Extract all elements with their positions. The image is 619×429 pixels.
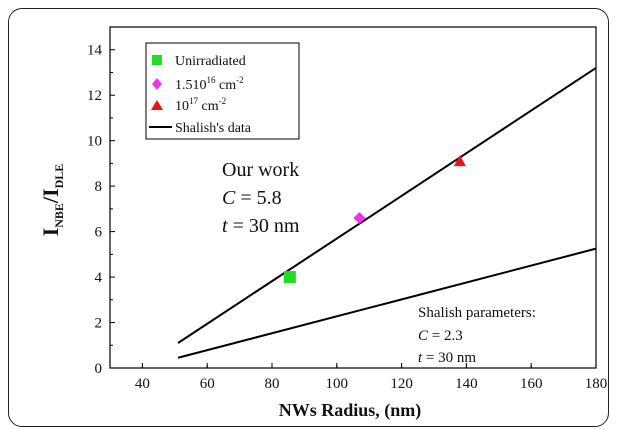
legend-marker-unirradiated bbox=[152, 55, 162, 65]
annotation-shalish: Shalish parameters: C = 2.3 t = 30 nm bbox=[418, 305, 536, 366]
shalish-title: Shalish parameters: bbox=[418, 305, 536, 321]
series-markers bbox=[283, 155, 466, 284]
y-tick-label: 12 bbox=[87, 88, 102, 104]
series-line-4 bbox=[177, 247, 597, 359]
legend-marker-triangle bbox=[151, 100, 163, 110]
y-axis-title-main: I bbox=[38, 228, 63, 237]
y-tick-label: 14 bbox=[87, 43, 103, 59]
y-tick-label: 2 bbox=[95, 316, 103, 332]
y-axis-title: INBE/IDLE bbox=[38, 164, 66, 237]
y-tick-label: 0 bbox=[95, 361, 103, 377]
y-axis-title-sub1: NBE bbox=[52, 203, 66, 228]
x-tick-label: 120 bbox=[390, 376, 413, 392]
series-line-3 bbox=[177, 67, 597, 344]
y-axis: 0 2 4 6 8 10 12 14 bbox=[87, 43, 115, 377]
shalish-t: t = 30 nm bbox=[418, 350, 476, 366]
legend-label-1e17: 1017 cm-2 bbox=[175, 96, 226, 114]
shalish-c: C = 2.3 bbox=[418, 328, 463, 344]
x-axis: 40 60 80 100 120 140 160 180 bbox=[135, 363, 607, 392]
legend-marker-diamond bbox=[152, 78, 162, 90]
x-tick-label: 180 bbox=[585, 376, 608, 392]
data-point-square bbox=[283, 271, 296, 284]
legend-box bbox=[145, 42, 300, 140]
x-tick-label: 80 bbox=[265, 376, 280, 392]
x-tick-label: 40 bbox=[135, 376, 150, 392]
our-work-title: Our work bbox=[222, 159, 299, 181]
our-work-t: t = 30 nm bbox=[222, 215, 300, 237]
plot-area bbox=[109, 26, 597, 369]
x-tick-label: 60 bbox=[200, 376, 215, 392]
legend-label-shalish: Shalish's data bbox=[175, 121, 252, 136]
data-point-diamond bbox=[353, 211, 366, 224]
y-axis-title-sep: /I bbox=[38, 188, 63, 204]
legend: Unirradiated 1.51016 cm-2 1017 cm-2 Shal… bbox=[145, 42, 300, 140]
x-tick-label: 160 bbox=[520, 376, 543, 392]
x-axis-title: NWs Radius, (nm) bbox=[279, 400, 422, 421]
chart-frame bbox=[8, 8, 609, 427]
our-work-c: C = 5.8 bbox=[222, 187, 282, 209]
y-tick-label: 10 bbox=[87, 134, 102, 150]
legend-label-unirradiated: Unirradiated bbox=[175, 54, 246, 69]
annotation-our-work: Our work C = 5.8 t = 30 nm bbox=[222, 159, 300, 237]
x-tick-label: 100 bbox=[326, 376, 349, 392]
y-tick-label: 8 bbox=[95, 179, 103, 195]
y-tick-label: 6 bbox=[95, 225, 103, 241]
x-tick-label: 140 bbox=[455, 376, 478, 392]
legend-label-1e16: 1.51016 cm-2 bbox=[175, 75, 244, 93]
y-tick-label: 4 bbox=[95, 270, 103, 286]
y-axis-title-sub2: DLE bbox=[52, 164, 66, 189]
data-point-triangle bbox=[453, 155, 466, 167]
series-lines bbox=[177, 67, 597, 359]
